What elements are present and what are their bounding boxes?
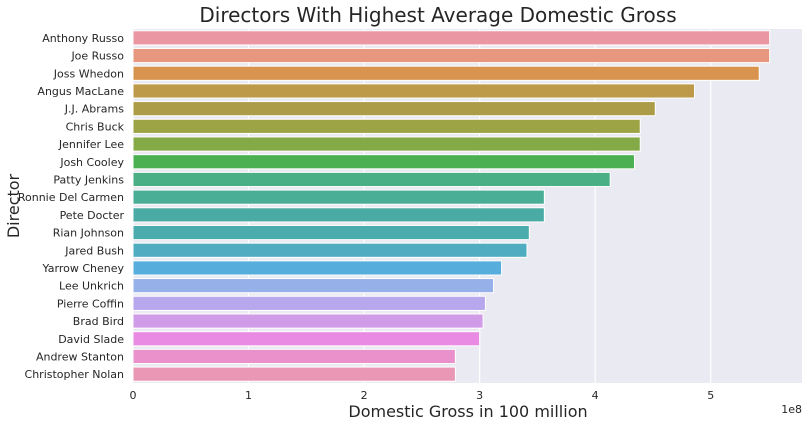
y-tick-label: Joe Russo (70, 50, 124, 63)
bar (132, 83, 696, 99)
bar (132, 278, 494, 294)
bar (132, 30, 771, 46)
bar (132, 101, 656, 117)
y-tick-label: Patty Jenkins (53, 173, 124, 186)
y-tick-label: Lee Unkrich (59, 280, 124, 293)
bar (132, 118, 641, 134)
y-tick-label: Jared Bush (64, 244, 124, 257)
bar (132, 313, 484, 329)
x-tick-label: 4 (592, 389, 599, 402)
y-tick-label: Jennifer Lee (58, 138, 124, 151)
bar (132, 366, 456, 382)
y-tick-label: Christopher Nolan (25, 368, 125, 381)
y-tick-label: Andrew Stanton (36, 350, 124, 363)
x-tick-label: 0 (130, 389, 137, 402)
bar (132, 207, 545, 223)
bar (132, 136, 641, 152)
bar (132, 295, 486, 311)
x-tick-label: 1 (245, 389, 252, 402)
bar (132, 242, 528, 258)
x-axis-label: Domestic Gross in 100 million (348, 402, 587, 421)
y-tick-label: Anthony Russo (42, 32, 124, 45)
y-tick-label: David Slade (58, 333, 124, 346)
bar (132, 171, 611, 188)
plot-area (133, 29, 802, 383)
bar (132, 348, 456, 365)
y-tick-label: Rian Johnson (53, 227, 124, 240)
x-offset-label: 1e8 (781, 403, 802, 416)
y-axis-label: Director (4, 173, 23, 238)
bar (132, 47, 771, 64)
y-tick-label: Ronnie Del Carmen (18, 191, 124, 204)
bar (132, 260, 503, 276)
y-tick-label: Pete Docter (60, 209, 125, 222)
y-tick-label: Brad Bird (73, 315, 124, 328)
y-tick-label: Yarrow Cheney (42, 262, 125, 275)
bar (132, 224, 530, 241)
y-tick-label: Angus MacLane (37, 85, 124, 98)
chart-title: Directors With Highest Average Domestic … (199, 3, 676, 27)
x-tick-label: 3 (476, 389, 483, 402)
x-tick-label: 5 (707, 389, 714, 402)
bar (132, 189, 545, 205)
y-tick-label: Chris Buck (66, 120, 125, 133)
bar (132, 65, 760, 81)
y-tick-label: Joss Whedon (53, 67, 124, 80)
y-tick-label: Pierre Coffin (57, 297, 124, 310)
bar (132, 331, 481, 347)
bar (132, 154, 635, 170)
y-tick-label: J.J. Abrams (64, 103, 124, 116)
y-tick-label: Josh Cooley (59, 156, 124, 169)
x-tick-label: 2 (361, 389, 368, 402)
